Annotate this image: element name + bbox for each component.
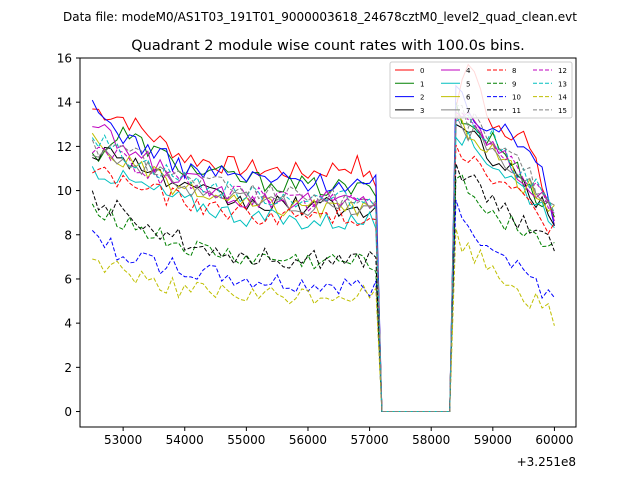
series-line-5 [91,130,555,412]
plot-area [91,63,555,412]
legend-label-7: 7 [466,107,470,115]
series-line-14 [92,228,555,412]
x-tick-label: 55000 [227,433,265,447]
x-tick-label: 56000 [289,433,327,447]
legend-label-10: 10 [512,94,521,102]
x-tick-label: 57000 [350,433,388,447]
chart-title: Quadrant 2 module wise count rates with … [131,38,525,54]
suptitle: Data file: modeM0/AS1T03_191T01_90000036… [63,10,577,24]
legend-label-2: 2 [420,94,424,102]
y-tick-label: 14 [57,96,72,110]
y-tick-label: 12 [57,140,72,154]
axes-frame [79,57,577,428]
legend-label-1: 1 [420,80,424,88]
legend-label-5: 5 [466,80,470,88]
series-line-13 [91,114,555,412]
y-tick-label: 10 [57,184,72,198]
legend-label-4: 4 [466,67,471,75]
series-line-6 [91,113,555,412]
y-tick-label: 8 [64,228,72,242]
x-tick-label: 58000 [412,433,450,447]
series-line-10 [91,199,555,412]
series-line-12 [91,112,555,412]
x-tick-label: 53000 [104,433,142,447]
series-line-1 [91,102,555,412]
legend-label-15: 15 [558,107,567,115]
legend-label-3: 3 [420,107,424,115]
x-tick-label: 54000 [166,433,204,447]
series-line-4 [92,111,555,412]
y-tick-label: 4 [64,317,72,331]
x-offset-label: +3.251e8 [517,455,576,469]
series-line-7 [92,114,555,412]
x-tick-label: 59000 [474,433,512,447]
legend-label-12: 12 [558,67,567,75]
series-line-8 [92,144,555,412]
y-tick-label: 16 [57,52,72,66]
legend-box [389,61,573,119]
legend-label-8: 8 [512,67,516,75]
y-tick-label: 2 [64,361,72,375]
series-line-15 [91,104,555,412]
legend-label-6: 6 [466,94,471,102]
y-tick-label: 0 [64,405,72,419]
series-line-9 [91,173,555,412]
axis-ticks: 53000 54000 55000 56000 57000 58000 59000 60000… [57,52,574,448]
legend-label-14: 14 [558,94,567,102]
legend-label-11: 11 [512,107,521,115]
series-line-2 [91,84,555,412]
y-tick-label: 6 [64,272,72,286]
legend-label-9: 9 [512,80,516,88]
x-tick-label: 60000 [535,433,573,447]
series-line-11 [91,163,555,412]
legend-label-0: 0 [420,67,424,75]
legend-label-13: 13 [558,80,567,88]
